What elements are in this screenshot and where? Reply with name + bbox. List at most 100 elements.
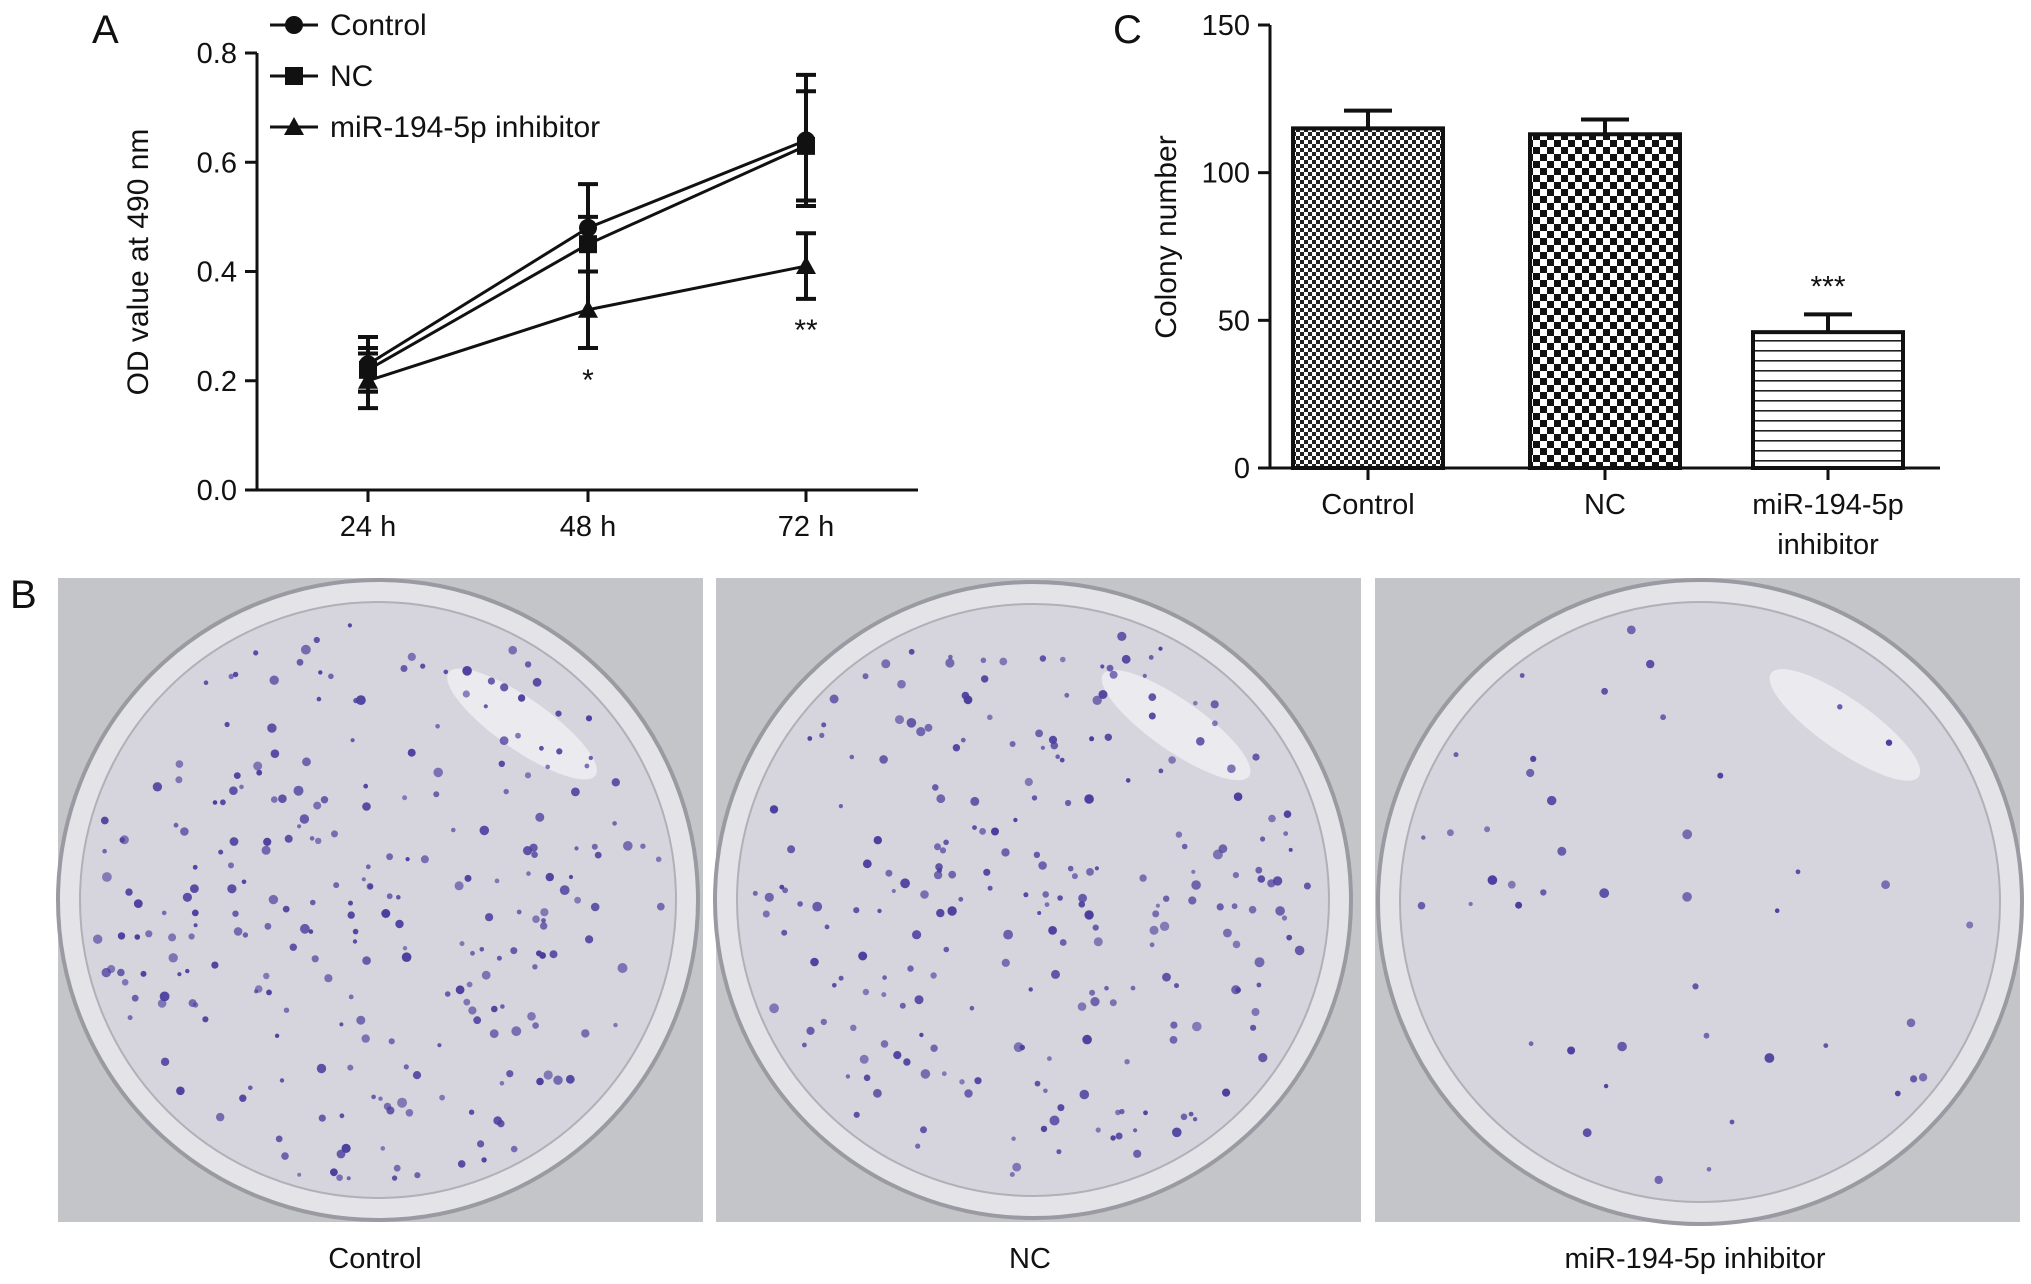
- colony: [318, 670, 323, 675]
- colony: [356, 1015, 366, 1025]
- colony: [853, 907, 860, 914]
- dish-inner: [79, 601, 677, 1199]
- colony: [781, 929, 788, 936]
- colony: [812, 901, 823, 912]
- colony: [906, 718, 917, 728]
- dish-photos: Control NC miR-194-5p inhibitor: [56, 578, 2024, 1275]
- colony: [405, 857, 410, 862]
- colony: [1104, 985, 1109, 991]
- colony: [1082, 1034, 1092, 1045]
- colony: [948, 870, 957, 879]
- colony: [1149, 925, 1159, 935]
- colony: [188, 933, 195, 940]
- colony: [924, 723, 933, 732]
- colony: [510, 1145, 518, 1153]
- colony: [131, 994, 139, 1002]
- colony: [457, 1160, 466, 1168]
- colony: [948, 654, 953, 660]
- colony: [330, 1168, 338, 1177]
- y-tick-label: 0.4: [197, 257, 237, 289]
- colony: [1646, 659, 1655, 669]
- colony: [1764, 1053, 1775, 1063]
- colony: [494, 878, 500, 884]
- colony: [402, 795, 408, 801]
- colony: [752, 890, 758, 896]
- legend-marker: [285, 67, 303, 85]
- colony: [970, 796, 980, 806]
- x-tick-label: Control: [1321, 489, 1415, 521]
- colony: [267, 723, 277, 733]
- colony: [284, 834, 293, 843]
- colony: [1255, 866, 1263, 874]
- colony: [313, 801, 322, 810]
- colony: [1090, 997, 1100, 1007]
- colony: [182, 892, 192, 902]
- colony: [824, 924, 830, 930]
- colony: [281, 1152, 289, 1160]
- colony: [489, 1029, 499, 1038]
- colony: [1283, 810, 1292, 818]
- colony: [916, 727, 926, 737]
- colony: [1192, 1021, 1202, 1032]
- colony: [468, 1006, 477, 1015]
- colony: [473, 1016, 482, 1025]
- colony: [527, 1012, 536, 1021]
- colony: [1092, 695, 1102, 705]
- colony: [893, 1051, 902, 1060]
- colony: [939, 847, 947, 854]
- colony: [282, 905, 290, 913]
- colony: [333, 882, 340, 889]
- colony: [1117, 631, 1127, 642]
- colony: [477, 1140, 485, 1148]
- colony: [594, 851, 602, 859]
- colony: [479, 825, 490, 836]
- colony: [168, 953, 178, 963]
- colony: [278, 794, 287, 803]
- colony: [93, 934, 103, 944]
- colony: [1547, 795, 1557, 806]
- panel-c-axes: 0 50 100 150 Control NC miR-194-5p inhibitor: [1202, 10, 1940, 561]
- colony: [256, 769, 263, 776]
- colony: [1143, 1110, 1148, 1116]
- colony: [873, 836, 882, 845]
- colony: [511, 1026, 522, 1037]
- colony: [1034, 1080, 1041, 1087]
- colony: [1267, 879, 1276, 888]
- colony: [515, 732, 521, 739]
- colony: [157, 999, 167, 1008]
- colony: [545, 872, 554, 882]
- colony: [1837, 704, 1843, 710]
- colony: [386, 1106, 395, 1115]
- colony: [1918, 1073, 1928, 1082]
- colony: [266, 989, 272, 996]
- colony: [903, 1058, 911, 1066]
- colony: [299, 814, 310, 824]
- colony: [821, 722, 827, 728]
- colony: [1233, 792, 1243, 801]
- colony: [140, 970, 147, 977]
- colony: [1159, 921, 1170, 931]
- colony: [540, 908, 549, 917]
- colony: [1294, 945, 1305, 956]
- colony: [185, 968, 190, 974]
- colony: [1067, 865, 1074, 872]
- colony: [1133, 1149, 1142, 1158]
- colony: [381, 909, 391, 918]
- colony: [168, 933, 177, 942]
- colony: [366, 883, 374, 890]
- panel-a-axes: 0.0 0.2 0.4 0.6 0.8 24 h 48 h 72 h: [197, 38, 918, 543]
- colony: [347, 623, 352, 628]
- panel-c-y-axis-title: Colony number: [1150, 135, 1183, 338]
- colony: [161, 910, 167, 916]
- colony: [1567, 1046, 1576, 1055]
- colony: [613, 1022, 618, 1028]
- colony: [1024, 777, 1033, 787]
- colony: [1188, 1111, 1194, 1117]
- colony: [1617, 1041, 1627, 1052]
- colony: [1051, 969, 1060, 979]
- dish-inner: [736, 603, 1330, 1197]
- colony: [1252, 753, 1260, 761]
- y-tick-label: 0.8: [197, 38, 237, 70]
- colony: [1044, 902, 1050, 907]
